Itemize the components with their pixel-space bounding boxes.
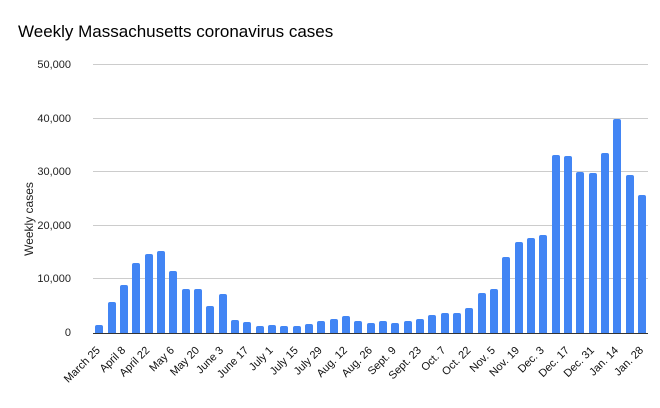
bar	[267, 324, 276, 333]
bar	[428, 315, 437, 333]
bar	[502, 257, 511, 333]
y-tick-label: 50,000	[37, 59, 71, 71]
bar	[107, 301, 116, 333]
bar	[366, 322, 375, 333]
bar	[193, 288, 202, 333]
bar	[613, 118, 622, 333]
bar	[119, 284, 128, 333]
bar	[576, 172, 585, 333]
bar	[329, 319, 338, 333]
bar	[304, 323, 313, 333]
bar	[156, 251, 165, 333]
bar	[255, 325, 264, 333]
bar	[243, 322, 252, 333]
bar	[230, 319, 239, 333]
bar	[526, 238, 535, 333]
bar	[132, 263, 141, 333]
gridline	[93, 224, 648, 226]
bar	[588, 173, 597, 333]
y-tick-label: 30,000	[37, 166, 71, 179]
bar	[563, 156, 572, 333]
bar	[378, 321, 387, 333]
bar	[218, 294, 227, 333]
bar	[341, 316, 350, 333]
bar	[551, 154, 560, 333]
gridline	[93, 117, 648, 119]
bar	[206, 306, 215, 333]
bar	[354, 321, 363, 333]
bar	[489, 289, 498, 333]
bar	[95, 324, 104, 333]
y-tick-label: 10,000	[37, 273, 71, 286]
x-axis-line	[93, 333, 648, 334]
bar	[280, 326, 289, 333]
gridline	[93, 171, 648, 173]
bar	[317, 321, 326, 333]
bar	[637, 194, 646, 333]
gridline	[93, 64, 648, 65]
bar	[465, 308, 474, 333]
bar	[403, 321, 412, 333]
bar	[144, 254, 153, 333]
bar	[181, 288, 190, 333]
bar	[391, 322, 400, 333]
bar	[440, 312, 449, 333]
bar	[452, 313, 461, 333]
x-tick-label: March 25	[62, 344, 104, 386]
bar	[292, 325, 301, 333]
bar	[415, 319, 424, 333]
bar	[539, 234, 548, 333]
gridline	[93, 278, 648, 280]
chart-title: Weekly Massachusetts coronavirus cases	[18, 22, 334, 41]
y-tick-label: 40,000	[37, 112, 71, 125]
bar	[169, 271, 178, 333]
y-tick-label: 0	[64, 327, 71, 339]
bar	[600, 152, 609, 333]
plot-area: 0 10,000 20,000 30,000 40,000 50,000 March 25 A…	[37, 59, 648, 385]
bar	[514, 242, 523, 333]
y-tick-label: 20,000	[37, 219, 71, 232]
bar	[477, 293, 486, 333]
bar	[625, 175, 634, 333]
